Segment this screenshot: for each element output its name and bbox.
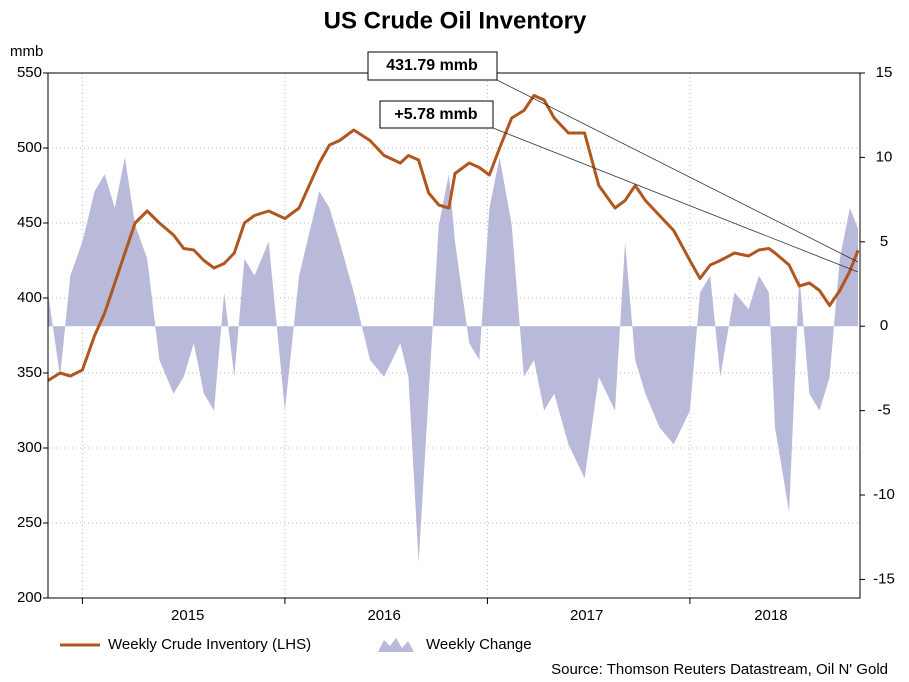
y-tick-label: 550	[17, 64, 42, 81]
area	[48, 157, 858, 563]
legend-label: Weekly Change	[426, 636, 532, 653]
y2-tick-label: 5	[880, 233, 888, 250]
line	[47, 94, 860, 382]
y-tick-label: 450	[17, 214, 42, 231]
legend-label: Weekly Crude Inventory (LHS)	[108, 636, 311, 653]
annotation-line	[496, 79, 859, 263]
chart-title: US Crude Oil Inventory	[324, 7, 587, 34]
y2-tick-label: 0	[880, 317, 888, 334]
annotation: 431.79 mmb	[386, 57, 478, 74]
y-tick-label: 400	[17, 289, 42, 306]
y-tick-label: 350	[17, 364, 42, 381]
y-tick-label: 250	[17, 514, 42, 531]
y-tick-label: 300	[17, 439, 42, 456]
y-tick-label: 200	[17, 589, 42, 606]
annotation-box	[367, 51, 498, 81]
y-axis-label: mmb	[10, 43, 43, 60]
plot-area	[47, 72, 860, 599]
y2-tick-label: 10	[876, 148, 893, 165]
source: Source: Thomson Reuters Datastream, Oil …	[551, 661, 888, 678]
annotation: +5.78 mmb	[394, 106, 477, 123]
y2-tick-label: -5	[877, 402, 890, 419]
y2-tick-label: 15	[876, 64, 893, 81]
annotation-line	[492, 127, 859, 273]
legend-swatch	[378, 638, 414, 652]
y2-tick-label: -10	[873, 486, 895, 503]
x-tick-label: 2018	[754, 607, 787, 624]
y2-tick-label: -15	[873, 570, 895, 587]
x-tick-label: 2015	[171, 607, 204, 624]
y-tick-label: 500	[17, 139, 42, 156]
annotation-box	[379, 100, 494, 129]
x-tick-label: 2016	[367, 607, 400, 624]
x-tick-label: 2017	[570, 607, 603, 624]
